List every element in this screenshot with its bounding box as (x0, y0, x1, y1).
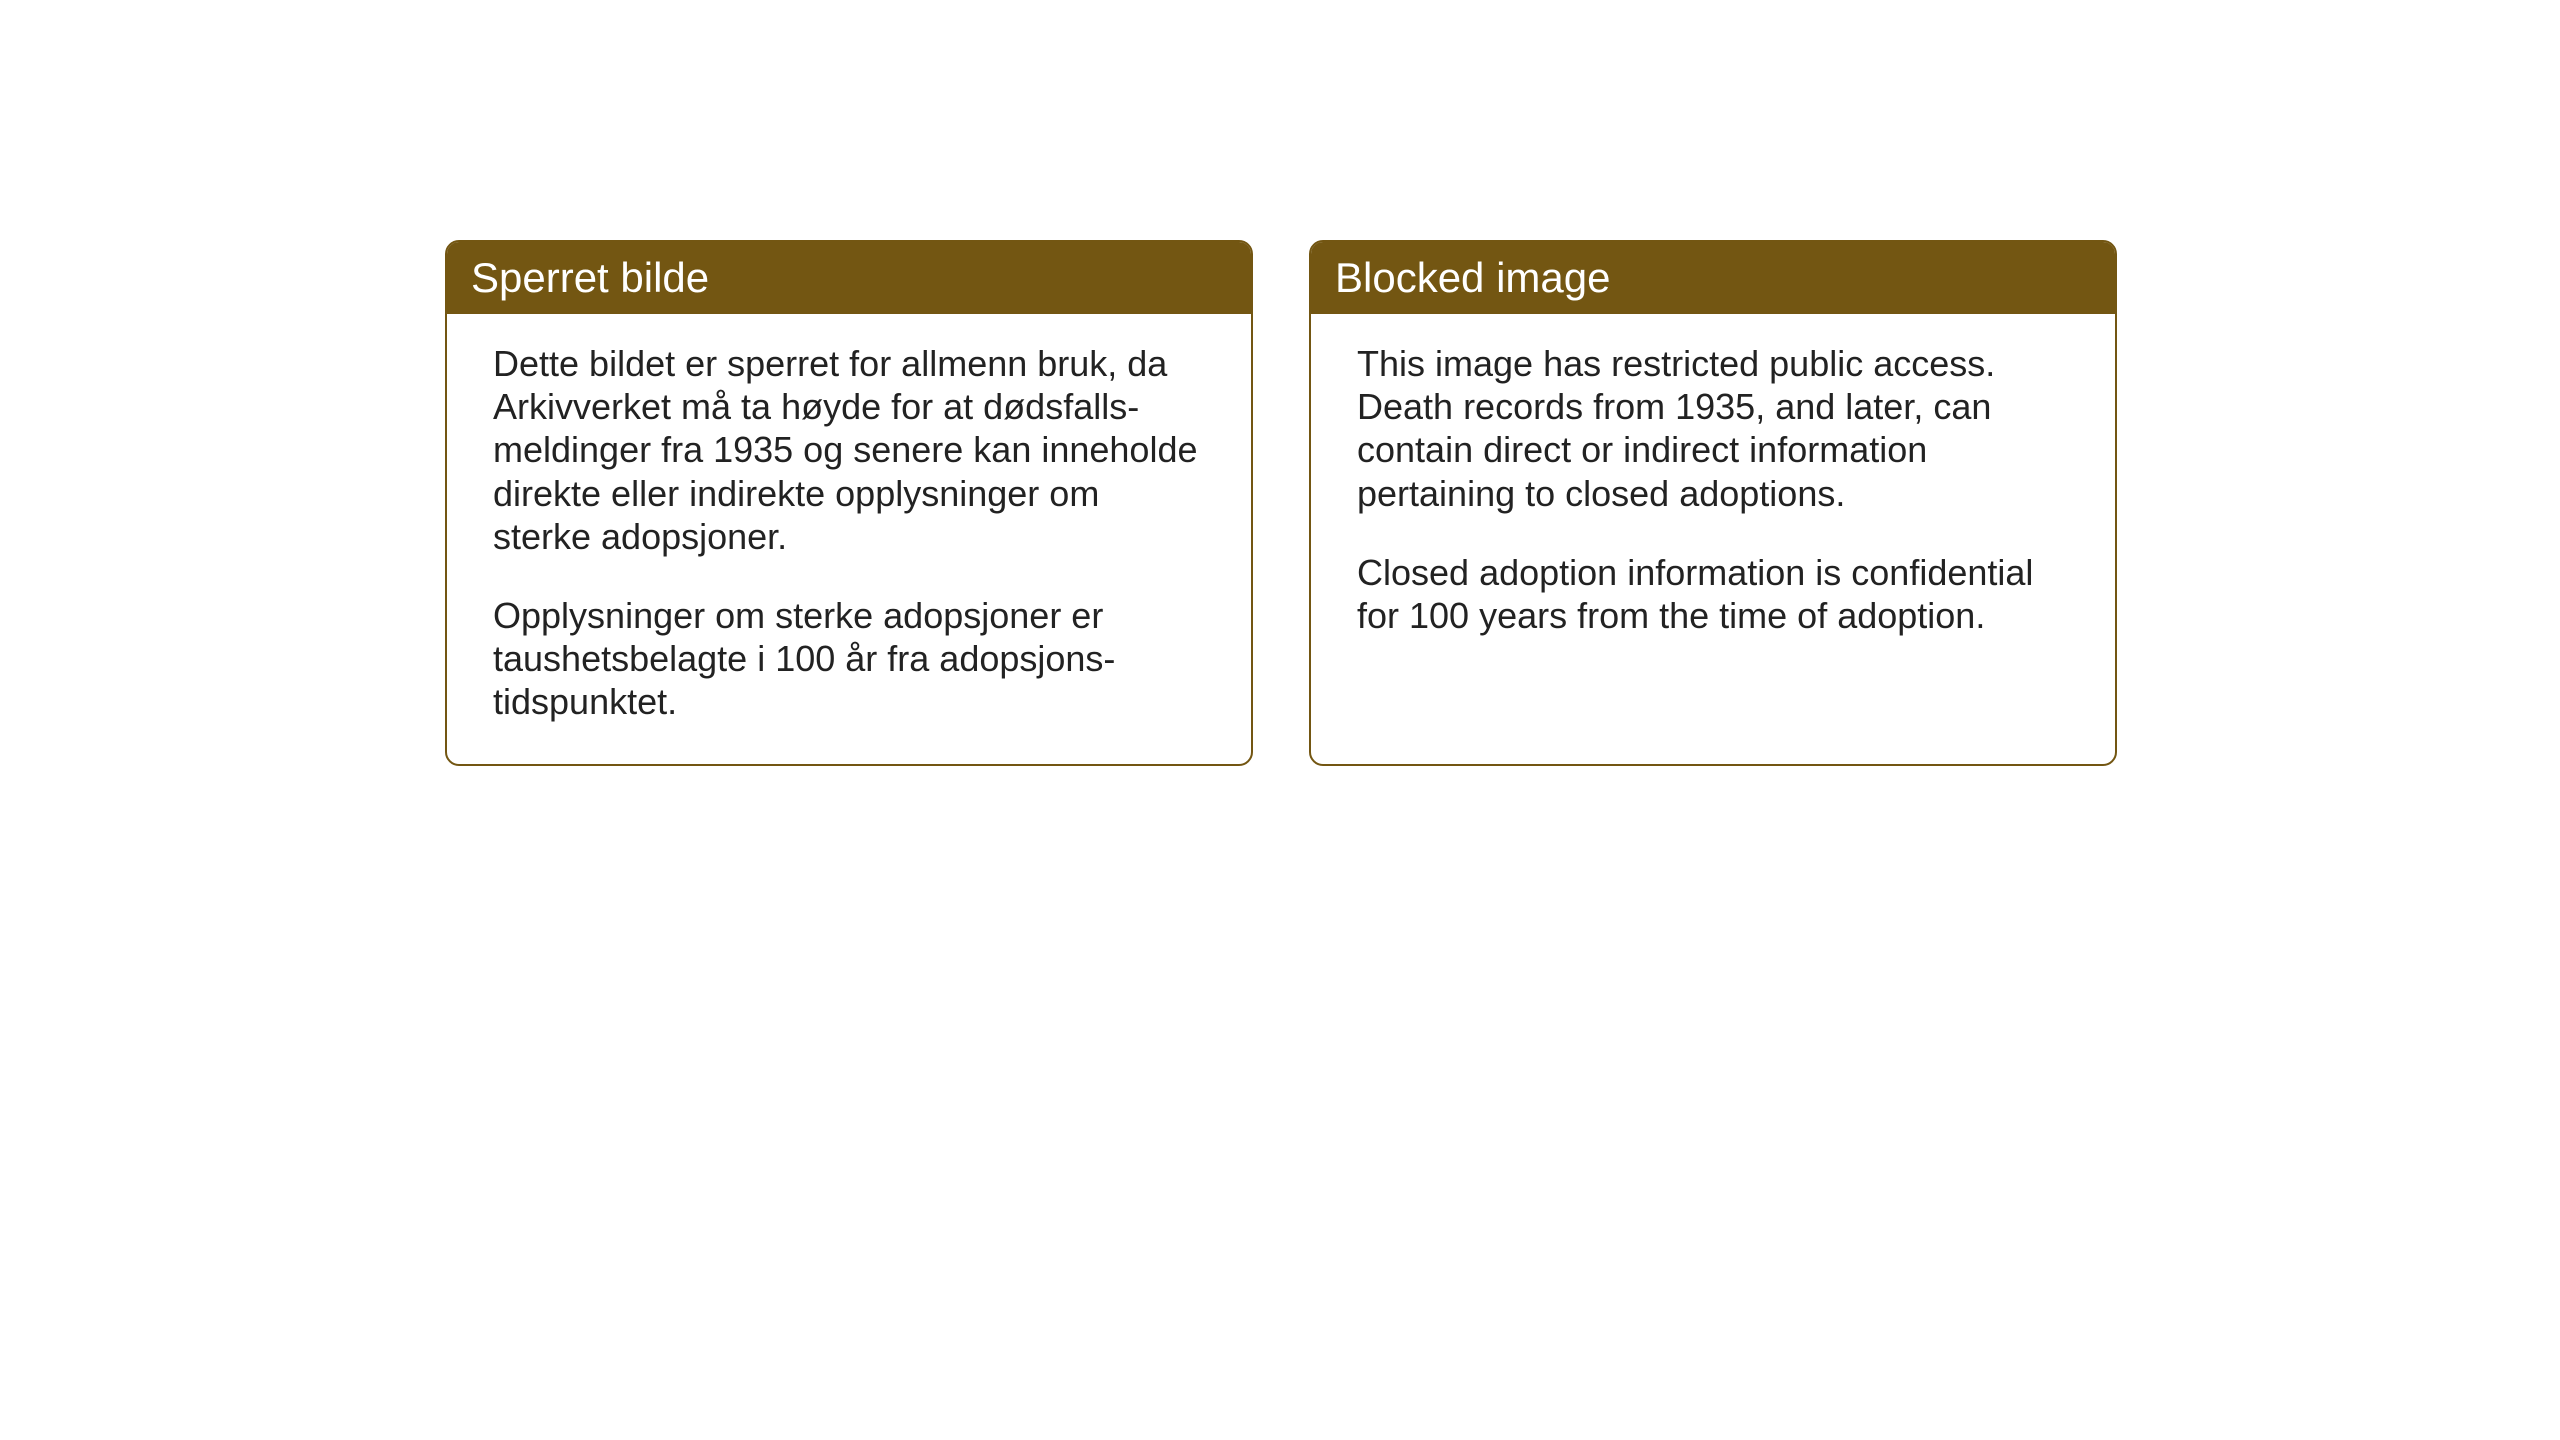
norwegian-paragraph-1: Dette bildet er sperret for allmenn bruk… (493, 342, 1205, 558)
norwegian-card-title: Sperret bilde (471, 254, 709, 301)
english-card-body: This image has restricted public access.… (1311, 314, 2115, 677)
norwegian-card-body: Dette bildet er sperret for allmenn bruk… (447, 314, 1251, 764)
english-card-header: Blocked image (1311, 242, 2115, 314)
norwegian-card-header: Sperret bilde (447, 242, 1251, 314)
english-notice-card: Blocked image This image has restricted … (1309, 240, 2117, 766)
norwegian-notice-card: Sperret bilde Dette bildet er sperret fo… (445, 240, 1253, 766)
english-card-title: Blocked image (1335, 254, 1610, 301)
norwegian-paragraph-2: Opplysninger om sterke adopsjoner er tau… (493, 594, 1205, 724)
english-paragraph-1: This image has restricted public access.… (1357, 342, 2069, 515)
notice-cards-container: Sperret bilde Dette bildet er sperret fo… (445, 240, 2117, 766)
english-paragraph-2: Closed adoption information is confident… (1357, 551, 2069, 637)
